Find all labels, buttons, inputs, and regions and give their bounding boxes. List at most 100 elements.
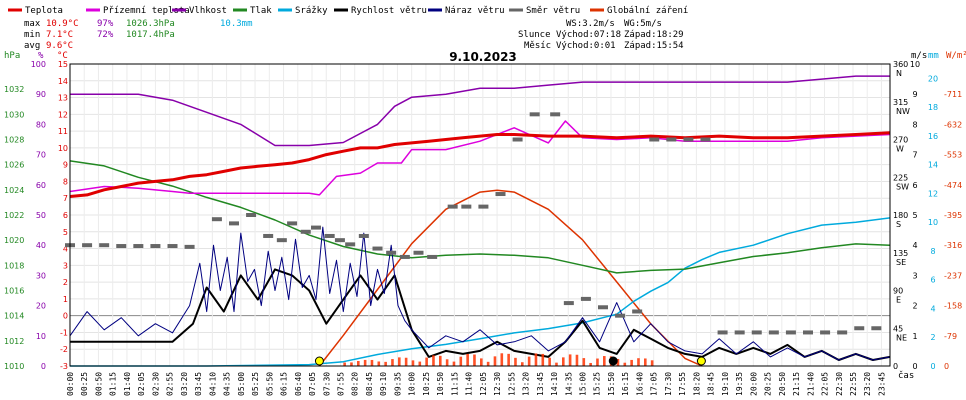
y-tick-temp: 15 <box>58 60 68 69</box>
x-tick-label: 07:30 <box>322 372 331 396</box>
y-tick-direction-name: N <box>896 69 902 78</box>
y-tick-radiation: -316 <box>944 241 962 250</box>
series-line-wind <box>70 268 891 361</box>
y-tick-temp: 3 <box>63 261 68 270</box>
radiation-bar <box>568 354 572 366</box>
y-tick-temp: 13 <box>58 94 68 103</box>
y-tick-temp: 1 <box>63 295 68 304</box>
legend: Teplota Přízemní teplota Vlhkost Tlak Sr… <box>8 6 688 16</box>
radiation-bar <box>603 356 606 366</box>
y-tick-direction-name: SE <box>896 258 906 267</box>
direction-marker <box>82 243 93 248</box>
radiation-bar <box>521 362 524 366</box>
radiation-bar <box>425 357 428 366</box>
radiation-bar <box>377 361 381 366</box>
legend-wind: Rychlost větru <box>351 6 427 16</box>
axes: 00:00 00:25 00:50 01:15 01:40 02:05 02:30 02:55… <box>4 60 962 396</box>
y-tick-wind: 5 <box>912 211 917 220</box>
x-tick-label: 00:00 <box>66 372 75 396</box>
y-tick-temp: 12 <box>58 110 68 119</box>
radiation-bar <box>493 356 497 366</box>
radiation-bar <box>534 353 538 366</box>
y-tick-pressure: 1020 <box>4 236 24 245</box>
direction-marker <box>751 330 762 335</box>
sunset-marker <box>696 356 706 366</box>
radiation-bar <box>343 362 346 366</box>
stat-rain-total: 10.3mm <box>220 19 253 29</box>
direction-marker <box>427 254 438 259</box>
radiation-bar <box>363 359 367 366</box>
y-tick-pressure: 1014 <box>4 312 24 321</box>
y-tick-pressure: 1016 <box>4 287 24 296</box>
radiation-bar <box>411 360 415 366</box>
stat-min-humidity: 72% <box>97 30 114 40</box>
direction-marker <box>768 330 779 335</box>
direction-marker <box>734 330 745 335</box>
unit-temp: °C <box>57 51 68 61</box>
legend-pressure: Tlak <box>250 6 272 16</box>
legend-temp: Teplota <box>25 6 63 16</box>
direction-marker <box>717 330 728 335</box>
y-tick-temp: 6 <box>63 211 68 220</box>
radiation-bar <box>432 355 435 366</box>
legend-humidity: Vlhkost <box>189 6 227 16</box>
radiation-bar <box>630 359 633 366</box>
unit-time: čas <box>898 370 914 381</box>
y-tick-rain: 4 <box>930 304 935 313</box>
y-tick-direction: 180 <box>893 211 908 220</box>
series-line-temp <box>69 131 891 198</box>
x-tick-label: 11:15 <box>450 372 459 396</box>
y-tick-pressure: 1028 <box>4 136 24 145</box>
direction-marker <box>871 326 882 331</box>
legend-feels: Přízemní teplota <box>103 6 190 16</box>
y-tick-rain: 10 <box>928 218 938 227</box>
x-tick-label: 01:15 <box>109 372 118 396</box>
direction-marker <box>345 242 356 247</box>
radiation-bar <box>439 355 442 366</box>
radiation-bar <box>473 354 476 366</box>
y-tick-direction: 0 <box>893 362 898 371</box>
stat-min-pressure: 1017.4hPa <box>126 30 175 40</box>
plot-frame <box>69 63 891 367</box>
y-tick-temp: 2 <box>63 278 68 287</box>
y-tick-rain: 18 <box>928 103 938 112</box>
x-tick-label: 10:25 <box>422 372 431 396</box>
stat-avg-temp: 9.6°C <box>46 41 73 51</box>
direction-marker <box>133 244 144 249</box>
x-tick-label: 12:30 <box>493 372 502 396</box>
y-tick-radiation: -158 <box>944 302 962 311</box>
direction-marker <box>358 233 369 238</box>
x-tick-label: 05:00 <box>237 372 246 396</box>
radiation-bar <box>589 362 592 366</box>
y-tick-wind: 7 <box>912 151 917 160</box>
x-tick-label: 16:40 <box>635 372 644 396</box>
direction-marker <box>495 192 506 197</box>
y-tick-rain: 12 <box>928 189 938 198</box>
series-line-humidity <box>70 75 890 147</box>
stat-moon-set: Západ:15:54 <box>624 41 684 51</box>
x-tick-label: 15:00 <box>579 372 588 396</box>
y-tick-temp: 0 <box>63 312 68 321</box>
x-tick-label: 20:50 <box>778 372 787 396</box>
y-tick-direction: 360 <box>893 60 908 69</box>
series-line-temp <box>69 120 891 196</box>
y-tick-pressure: 1022 <box>4 211 24 220</box>
y-tick-wind: 0 <box>912 362 917 371</box>
x-tick-label: 03:45 <box>194 372 203 396</box>
direction-marker <box>580 296 591 301</box>
y-tick-direction-name: NE <box>896 333 907 342</box>
x-tick-label: 22:30 <box>835 372 844 396</box>
x-tick-label: 03:20 <box>180 372 189 396</box>
series-line-wind <box>69 226 891 361</box>
y-tick-humidity: 10 <box>36 332 46 341</box>
y-tick-wind: 4 <box>912 241 917 250</box>
direction-marker <box>666 137 677 142</box>
y-tick-humidity: 20 <box>36 302 46 311</box>
stat-sun-label: Slunce <box>518 30 551 40</box>
unit-humidity: % <box>38 51 44 61</box>
y-tick-pressure: 1024 <box>4 186 24 195</box>
x-tick-label: 02:05 <box>137 372 146 396</box>
x-tick-label: 08:20 <box>351 372 360 396</box>
y-tick-wind: 2 <box>912 302 917 311</box>
